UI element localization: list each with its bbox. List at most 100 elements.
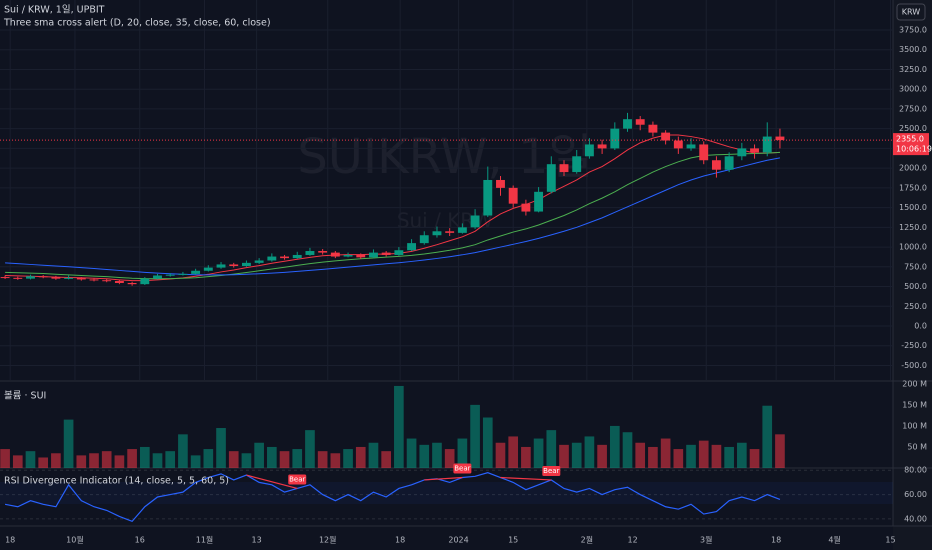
- candle-body: [521, 203, 531, 212]
- signal-label: Bear: [543, 467, 559, 475]
- volume-bar: [533, 438, 544, 468]
- sma-line: [5, 134, 780, 282]
- price-axis-bg: [893, 0, 932, 550]
- volume-bar: [139, 446, 150, 468]
- candle-body: [457, 227, 467, 233]
- candle-body: [750, 148, 759, 153]
- volume-bar: [597, 444, 607, 468]
- y-tick-label: 200 M: [902, 379, 927, 388]
- candle-body: [673, 140, 683, 149]
- volume-bar: [279, 451, 290, 468]
- x-tick-label: 4월: [828, 535, 840, 545]
- volume-bar: [330, 453, 341, 468]
- x-tick-label: 12월: [319, 535, 337, 545]
- divergence-line: [246, 474, 298, 490]
- volume-bar: [508, 436, 519, 468]
- candle-body: [534, 191, 544, 212]
- divergence-line: [424, 476, 463, 481]
- x-tick-label: 2024: [448, 536, 468, 545]
- volume-bar: [698, 440, 709, 468]
- candle-body: [38, 276, 48, 278]
- candle-body: [114, 281, 124, 283]
- candle-body: [546, 164, 556, 192]
- volume-bar: [419, 444, 430, 468]
- y-tick-label: 1000.0: [899, 243, 927, 252]
- x-tick-label: 18: [5, 536, 15, 545]
- y-tick-label: 1750.0: [899, 183, 927, 192]
- sma-line: [5, 151, 780, 280]
- candle-body: [724, 156, 734, 170]
- y-tick-label: 80.00: [904, 466, 927, 475]
- candle-body: [661, 132, 671, 141]
- y-tick-label: 3500.0: [899, 45, 927, 54]
- volume-bar: [254, 442, 264, 468]
- volume-bar: [241, 453, 252, 468]
- volume-bar: [648, 446, 658, 468]
- volume-bar: [368, 442, 379, 468]
- volume-bar: [267, 446, 277, 468]
- volume-bar: [635, 442, 646, 468]
- candle-body: [153, 275, 162, 279]
- candle-body: [470, 215, 480, 228]
- candle-body: [191, 270, 201, 274]
- signal-label: Bear: [454, 465, 470, 473]
- candle-body: [686, 144, 696, 149]
- candle-body: [356, 254, 366, 258]
- volume-bar: [673, 449, 684, 468]
- currency-label[interactable]: KRW: [902, 8, 920, 17]
- volume-bar: [737, 442, 747, 468]
- sma-line: [5, 157, 781, 276]
- volume-bar: [216, 428, 226, 468]
- plot: Bear Bear Bear: [0, 0, 893, 523]
- volume-bar: [432, 442, 442, 468]
- watermark: SUIKRW, 1일: [297, 129, 592, 185]
- candle-body: [178, 273, 188, 275]
- volume-bar: [711, 444, 722, 468]
- candle-body: [623, 119, 632, 129]
- candle-body: [775, 136, 785, 141]
- volume-bar: [292, 449, 303, 468]
- volume-bar: [444, 449, 455, 468]
- volume-bar: [571, 442, 582, 468]
- candle-body: [241, 262, 251, 267]
- currency-button[interactable]: [896, 3, 926, 21]
- volume-bar: [521, 446, 531, 468]
- y-tick-label: 500.0: [904, 282, 927, 291]
- volume-bar: [178, 434, 188, 468]
- y-tick-label: 2750.0: [899, 104, 927, 113]
- x-tick-label: 18: [395, 536, 405, 545]
- rsi-band: [0, 482, 893, 504]
- signal-box: [453, 463, 472, 474]
- candle-body: [26, 276, 35, 279]
- x-tick-label: 18: [771, 536, 781, 545]
- candle-body: [597, 144, 607, 149]
- volume-title: 볼륨 · SUI: [4, 391, 46, 402]
- candle-body: [711, 160, 721, 170]
- volume-bar: [152, 453, 163, 468]
- y-tick-label: 40.00: [904, 514, 927, 523]
- volume-bar: [101, 451, 112, 468]
- y-tick-label: 150 M: [902, 400, 927, 409]
- volume-bar: [203, 449, 214, 468]
- volume-bar: [12, 455, 23, 468]
- x-tick-label: 10월: [66, 535, 84, 545]
- candle-body: [610, 128, 620, 149]
- candle-body: [51, 277, 61, 279]
- rsi-title: RSI Divergence Indicator (14, close, 5, …: [4, 476, 229, 487]
- candle-body: [432, 231, 442, 236]
- candle-body: [102, 280, 112, 282]
- volume-bar: [724, 446, 734, 468]
- candle-body: [483, 179, 493, 216]
- candle-body: [369, 252, 378, 258]
- candle-body: [267, 256, 277, 261]
- y-tick-label: -250.0: [901, 341, 927, 350]
- y-tick-label: 3000.0: [899, 85, 927, 94]
- candle-body: [89, 279, 99, 281]
- volume-bar: [686, 444, 696, 468]
- volume-bar: [559, 444, 569, 468]
- volume-bar: [305, 430, 315, 468]
- volume-bar: [38, 457, 49, 468]
- y-tick-label: -500.0: [901, 361, 927, 370]
- volume-bar: [482, 417, 493, 468]
